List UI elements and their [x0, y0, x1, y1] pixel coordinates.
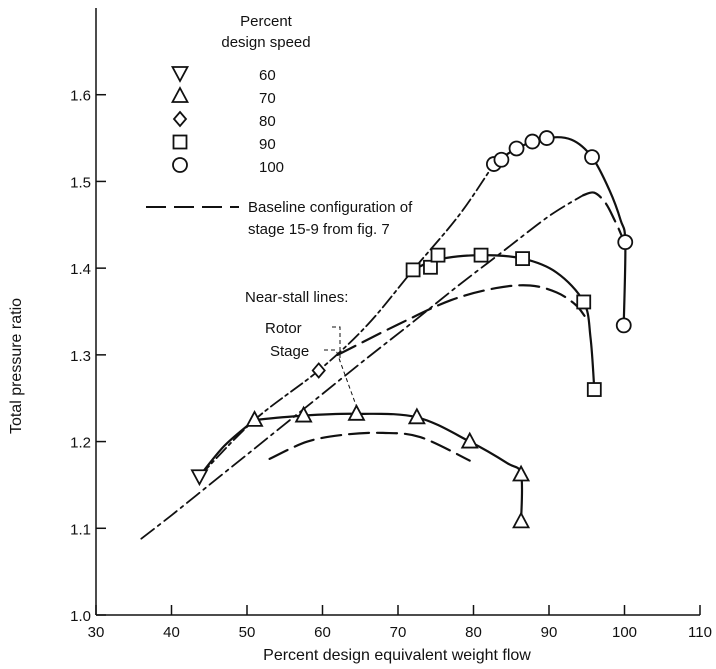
- rotor-leader-line: [332, 326, 341, 362]
- legend-markers: [170, 66, 190, 173]
- x-tick-label: 70: [390, 624, 407, 641]
- data-point-100: [615, 317, 632, 334]
- data-point-90: [430, 247, 446, 263]
- near-stall-annotations: Near-stall lines: Rotor Stage: [245, 289, 358, 409]
- rotor-label: Rotor: [265, 320, 302, 337]
- legend: Percent design speed 60 70 80 90 100 Bas…: [146, 13, 413, 238]
- data-point-60: [190, 469, 209, 487]
- curves: [140, 136, 627, 540]
- near-stall-title: Near-stall lines:: [245, 289, 348, 306]
- x-tick-label: 60: [314, 624, 331, 641]
- data-point-70: [407, 407, 426, 425]
- x-tick-label: 90: [541, 624, 558, 641]
- data-point-70: [460, 431, 479, 449]
- data-point-90: [576, 294, 592, 310]
- legend-label-100: 100: [259, 159, 284, 176]
- y-tick-label: 1.3: [70, 348, 91, 365]
- x-tick-label: 110: [688, 624, 712, 641]
- legend-label-70: 70: [259, 90, 276, 107]
- data-point-90: [423, 259, 438, 275]
- data-point-70: [512, 511, 531, 529]
- y-tick-label: 1.0: [70, 608, 91, 625]
- y-tick-label: 1.2: [70, 435, 91, 452]
- data-point-100: [617, 234, 634, 251]
- x-tick-label: 30: [88, 624, 105, 641]
- legend-baseline-line2: stage 15-9 from fig. 7: [248, 221, 390, 238]
- data-markers: [190, 130, 634, 529]
- data-point-100: [584, 149, 600, 166]
- x-axis-label: Percent design equivalent weight flow: [263, 647, 531, 664]
- stage-near-stall-line: [140, 194, 584, 540]
- legend-marker-100: [172, 157, 188, 173]
- data-point-70: [512, 464, 531, 482]
- stage-label: Stage: [270, 343, 309, 360]
- legend-marker-90: [172, 134, 188, 150]
- data-point-100: [524, 133, 541, 150]
- speed-line-90: [412, 253, 596, 391]
- data-point-100: [508, 140, 525, 157]
- legend-label-60: 60: [259, 67, 276, 84]
- speed-line-70: [253, 412, 524, 523]
- y-axis-label: Total pressure ratio: [8, 298, 25, 434]
- data-point-100: [538, 130, 555, 146]
- x-tick-label: 50: [239, 624, 256, 641]
- data-point-80: [311, 362, 326, 379]
- data-point-90: [515, 251, 530, 267]
- data-point-70: [245, 409, 264, 427]
- baseline-line-100: [581, 191, 625, 244]
- data-point-100: [493, 151, 510, 168]
- axes: 30 40 50 60 70 80 90 100 110 1.0 1.1 1.2 1.3 1.4 1.5 1.…: [70, 8, 712, 641]
- y-tick-label: 1.4: [70, 261, 91, 278]
- data-point-90: [405, 262, 421, 278]
- legend-label-90: 90: [259, 136, 276, 153]
- data-point-70: [347, 403, 366, 421]
- x-tick-label: 40: [163, 624, 180, 641]
- data-point-70: [294, 405, 313, 423]
- legend-marker-70: [170, 86, 190, 103]
- baseline-line-70: [268, 431, 471, 462]
- legend-baseline-line1: Baseline configuration of: [248, 199, 413, 216]
- speed-line-100: [492, 136, 627, 327]
- baseline-line-90: [336, 284, 586, 356]
- y-tick-label: 1.6: [70, 88, 91, 105]
- y-tick-label: 1.5: [70, 174, 91, 191]
- x-tick-label: 100: [612, 624, 637, 641]
- legend-marker-60: [170, 66, 190, 83]
- legend-title-line1: Percent: [240, 13, 293, 30]
- x-tick-label: 80: [465, 624, 482, 641]
- data-point-90: [473, 247, 489, 263]
- legend-label-80: 80: [259, 113, 276, 130]
- data-point-90: [586, 382, 602, 397]
- legend-marker-80: [172, 110, 188, 128]
- y-tick-label: 1.1: [70, 521, 91, 538]
- stage-leader-line: [324, 349, 358, 409]
- legend-title-line2: design speed: [221, 34, 310, 51]
